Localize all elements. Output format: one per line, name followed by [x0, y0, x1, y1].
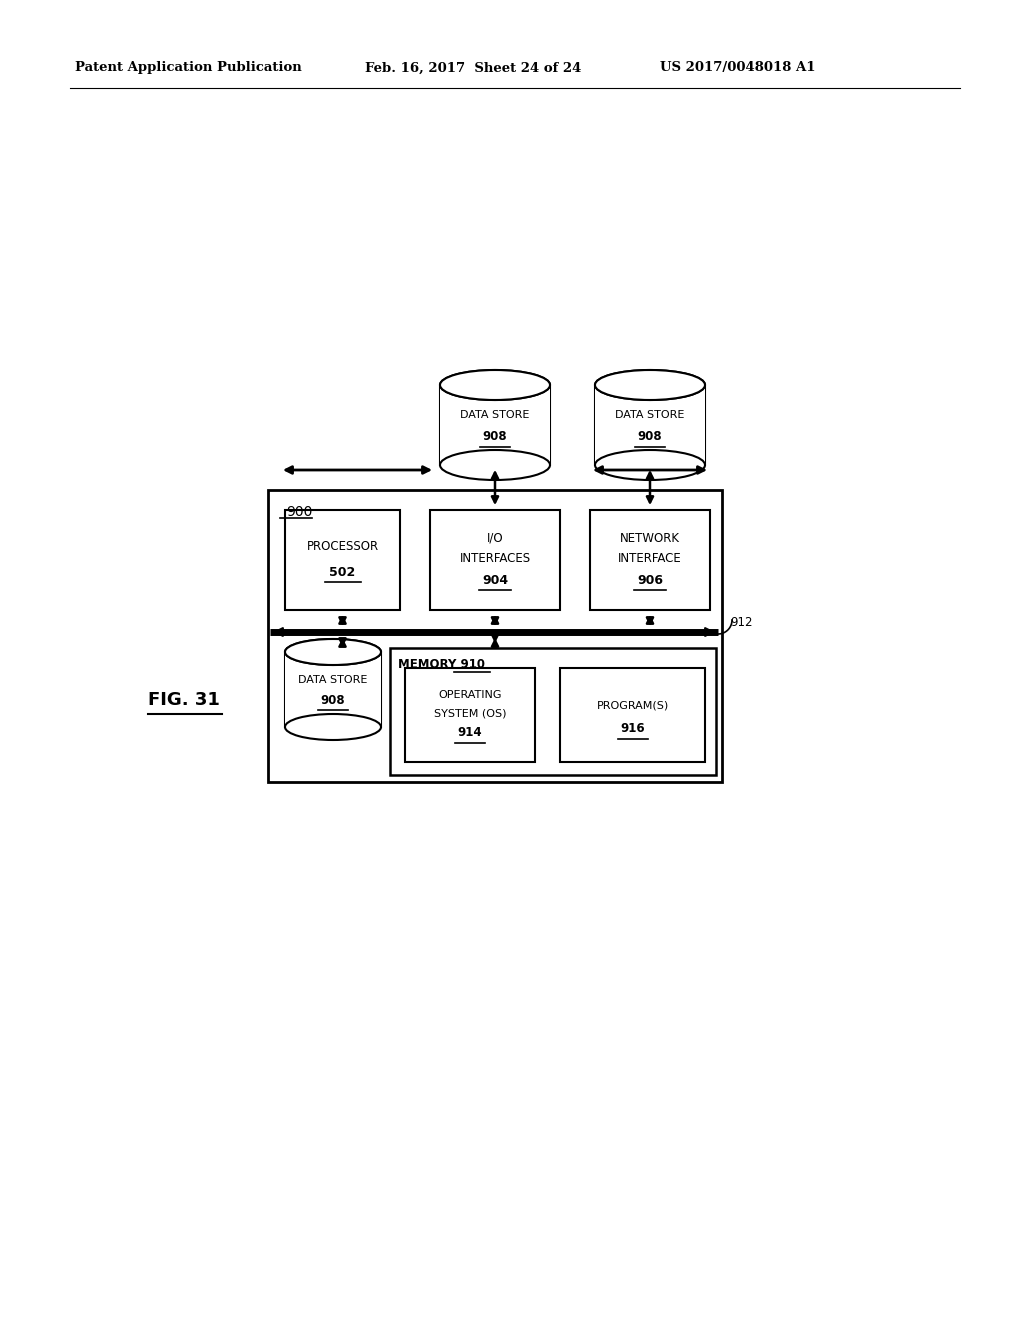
Ellipse shape [285, 639, 381, 665]
Bar [595, 385, 705, 465]
Bar [440, 385, 550, 465]
Text: 906: 906 [637, 573, 663, 586]
Bar [285, 652, 381, 727]
Text: DATA STORE: DATA STORE [615, 411, 685, 420]
Text: SYSTEM (OS): SYSTEM (OS) [434, 708, 506, 718]
Ellipse shape [595, 370, 705, 400]
Text: INTERFACE: INTERFACE [618, 552, 682, 565]
Text: 908: 908 [482, 430, 507, 444]
Text: 502: 502 [330, 565, 355, 578]
Text: FIG. 31: FIG. 31 [148, 690, 220, 709]
Bar [285, 510, 400, 610]
Text: 912: 912 [730, 615, 753, 628]
Text: 916: 916 [621, 722, 645, 735]
Bar [590, 510, 710, 610]
Bar [268, 490, 722, 781]
Text: PROGRAM(S): PROGRAM(S) [596, 700, 669, 710]
Bar [406, 668, 535, 762]
Text: DATA STORE: DATA STORE [461, 411, 529, 420]
Text: INTERFACES: INTERFACES [460, 552, 530, 565]
Bar [430, 510, 560, 610]
Ellipse shape [595, 450, 705, 480]
Ellipse shape [285, 639, 381, 665]
Text: Patent Application Publication: Patent Application Publication [75, 62, 302, 74]
Text: 908: 908 [638, 430, 663, 444]
Text: 904: 904 [482, 573, 508, 586]
Text: MEMORY 910: MEMORY 910 [398, 657, 485, 671]
Text: US 2017/0048018 A1: US 2017/0048018 A1 [660, 62, 815, 74]
Text: 900: 900 [286, 506, 312, 519]
Ellipse shape [595, 370, 705, 400]
Ellipse shape [285, 714, 381, 741]
Text: DATA STORE: DATA STORE [298, 675, 368, 685]
Text: NETWORK: NETWORK [620, 532, 680, 544]
Ellipse shape [440, 370, 550, 400]
Ellipse shape [440, 450, 550, 480]
Text: 914: 914 [458, 726, 482, 739]
Bar [390, 648, 716, 775]
Ellipse shape [440, 370, 550, 400]
Text: OPERATING: OPERATING [438, 690, 502, 700]
Text: 908: 908 [321, 693, 345, 706]
Text: I/O: I/O [486, 532, 504, 544]
Text: Feb. 16, 2017  Sheet 24 of 24: Feb. 16, 2017 Sheet 24 of 24 [365, 62, 582, 74]
Text: PROCESSOR: PROCESSOR [306, 540, 379, 553]
Bar [560, 668, 705, 762]
